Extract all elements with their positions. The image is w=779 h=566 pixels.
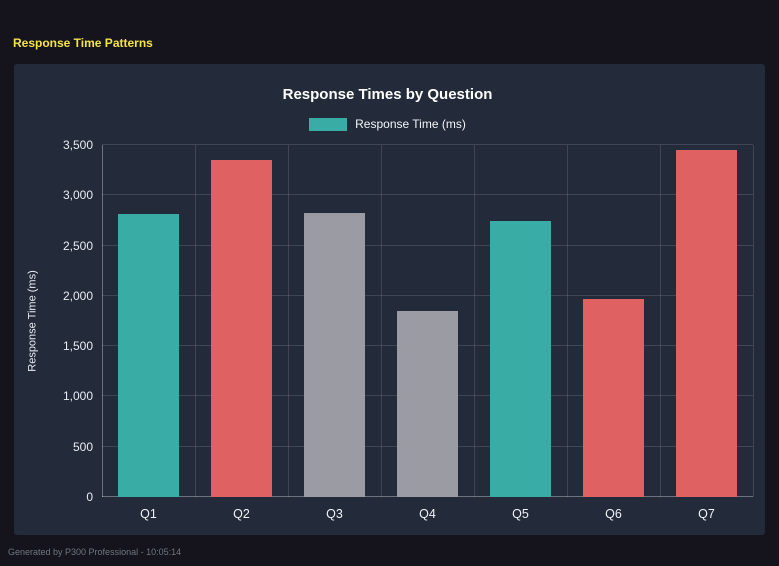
gridline-horizontal — [102, 244, 753, 246]
bar-Q6[interactable] — [582, 298, 645, 497]
x-tick-label-Q6: Q6 — [605, 507, 622, 521]
bar-column-Q3 — [288, 145, 381, 497]
bar-column-Q7 — [660, 145, 753, 497]
gridline-horizontal — [102, 194, 753, 196]
chart-area: Response Time (ms) 0 500 1,000 1,500 2,000 2,… — [22, 138, 754, 531]
gridline-vertical — [381, 145, 382, 497]
bar-Q4[interactable] — [396, 310, 459, 497]
y-axis-ticks: 0 500 1,000 1,500 2,000 2,500 3,000 3,500 — [44, 138, 102, 504]
legend-swatch — [309, 117, 348, 131]
x-tick-label-Q1: Q1 — [140, 507, 157, 521]
bar-column-Q2 — [195, 145, 288, 497]
gridline-vertical — [195, 145, 196, 497]
gridline-vertical — [288, 145, 289, 497]
x-tick-label-Q5: Q5 — [512, 507, 529, 521]
bar-series — [102, 145, 753, 497]
y-tick-label: 1,000 — [62, 389, 93, 404]
y-tick-label: 1,500 — [62, 339, 93, 354]
gridline-vertical — [474, 145, 475, 497]
y-tick-label: 2,000 — [62, 288, 93, 303]
x-axis-labels: Q1 Q2 Q3 Q4 Q5 Q6 Q7 — [102, 497, 753, 531]
y-tick-label: 0 — [86, 490, 93, 504]
gridline-vertical — [567, 145, 568, 497]
x-tick-label-Q4: Q4 — [419, 507, 436, 521]
y-tick-label: 3,500 — [62, 138, 93, 152]
y-axis-title: Response Time (ms) — [22, 145, 44, 497]
y-tick-label: 2,500 — [62, 238, 93, 253]
plot-area — [102, 144, 754, 497]
chart-legend[interactable]: Response Time (ms) — [22, 117, 753, 131]
bar-Q5[interactable] — [489, 221, 552, 497]
bar-column-Q4 — [381, 145, 474, 497]
page-title: Response Time Patterns — [13, 36, 153, 50]
bar-column-Q1 — [102, 145, 195, 497]
footer-note: Generated by P300 Professional - 10:05:1… — [8, 547, 182, 557]
gridline-vertical — [102, 145, 103, 497]
x-tick-label-Q7: Q7 — [698, 507, 715, 521]
bar-Q2[interactable] — [210, 160, 273, 497]
bar-column-Q5 — [474, 145, 567, 497]
gridline-vertical — [660, 145, 661, 497]
gridline-vertical — [753, 145, 754, 497]
chart-panel: Response Times by Question Response Time… — [14, 64, 765, 535]
bar-Q1[interactable] — [117, 214, 180, 497]
bar-Q3[interactable] — [303, 213, 366, 497]
bar-column-Q6 — [567, 145, 660, 497]
x-tick-label-Q3: Q3 — [326, 507, 343, 521]
y-tick-label: 500 — [72, 439, 93, 454]
gridline-horizontal — [102, 144, 753, 145]
bar-Q7[interactable] — [675, 150, 738, 497]
y-tick-label: 3,000 — [62, 188, 93, 203]
chart-title: Response Times by Question — [282, 86, 493, 103]
y-axis-title-text: Response Time (ms) — [27, 270, 40, 372]
legend-label: Response Time (ms) — [355, 117, 466, 131]
gridline-horizontal — [102, 294, 753, 296]
x-tick-label-Q2: Q2 — [233, 507, 250, 521]
